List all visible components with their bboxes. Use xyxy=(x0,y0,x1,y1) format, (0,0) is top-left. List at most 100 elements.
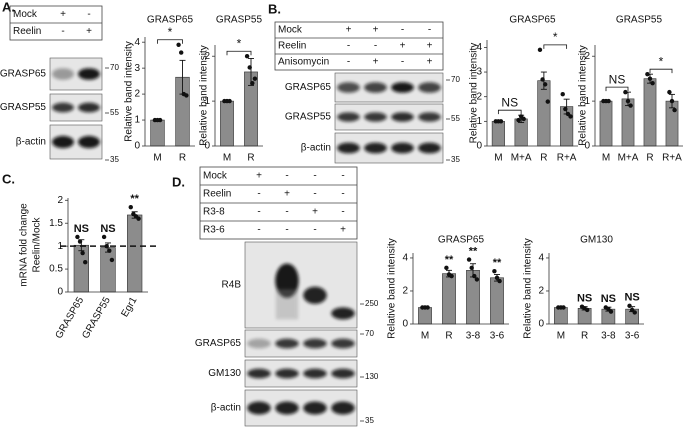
data-point xyxy=(250,80,255,86)
row-label: Mock xyxy=(203,171,228,182)
band xyxy=(337,82,360,93)
bracket-label: * xyxy=(237,36,242,50)
significance-label: NS xyxy=(100,223,115,235)
row-label: R3-6 xyxy=(203,225,225,236)
data-point xyxy=(80,250,85,256)
table-cell: - xyxy=(257,189,260,200)
band xyxy=(364,82,387,93)
blot-label: GRASP65 xyxy=(285,82,332,93)
panel-label: B. xyxy=(268,1,281,16)
data-point xyxy=(497,278,502,284)
data-point xyxy=(227,98,232,104)
data-point xyxy=(444,265,449,271)
row-label: Reelin xyxy=(278,41,306,52)
y-axis-label: Relative band intensity xyxy=(124,41,135,142)
data-point xyxy=(545,99,550,104)
row-label: Mock xyxy=(13,9,38,20)
significance-label: ** xyxy=(469,246,478,258)
y-axis-label: Relative band intensity xyxy=(387,238,398,339)
data-point xyxy=(628,103,633,108)
band xyxy=(364,112,387,122)
y-axis-label: Reelin/Mock xyxy=(32,216,43,272)
band xyxy=(418,142,441,154)
band xyxy=(331,401,355,415)
y-axis-label: Relative band intensity xyxy=(578,45,589,146)
band xyxy=(391,112,414,122)
y-tick-label: 0 xyxy=(204,141,210,152)
y-axis-label: Relative band intensity xyxy=(469,43,480,144)
bar xyxy=(599,100,613,147)
band xyxy=(275,338,299,349)
panel-label: C. xyxy=(2,171,15,186)
bracket xyxy=(649,68,673,74)
table-cell: + xyxy=(312,207,318,218)
marker-label: 55 xyxy=(451,114,460,123)
data-point xyxy=(104,243,109,249)
table-cell: + xyxy=(427,57,433,68)
data-point xyxy=(627,303,632,309)
band xyxy=(78,135,100,149)
y-axis-label: Relative band intensity xyxy=(523,238,534,339)
band xyxy=(337,112,360,122)
data-point xyxy=(647,76,653,81)
bracket xyxy=(157,39,183,44)
table-cell: - xyxy=(341,189,344,200)
x-tick-label: 3-8 xyxy=(466,331,481,342)
table-cell: - xyxy=(87,9,90,20)
table-cell: - xyxy=(285,207,288,218)
data-point xyxy=(109,257,115,263)
bracket xyxy=(605,86,629,92)
x-tick-label: 3-6 xyxy=(490,331,505,342)
band xyxy=(52,68,74,80)
chart-title: GRASP65 xyxy=(509,15,556,26)
y-tick-label: 1 xyxy=(134,115,140,126)
data-point xyxy=(101,234,107,240)
x-tick-label: R xyxy=(247,153,254,164)
bar xyxy=(490,277,504,325)
x-tick-label: M xyxy=(153,153,161,164)
table-cell: + xyxy=(427,41,433,52)
blot-label: R4B xyxy=(222,280,242,291)
data-point xyxy=(247,65,252,70)
blot-label: GRASP65 xyxy=(0,69,46,80)
data-point xyxy=(128,204,133,210)
chart-title: GRASP65 xyxy=(438,235,485,246)
data-point xyxy=(542,82,548,87)
bracket-label: * xyxy=(659,54,664,68)
bar xyxy=(220,100,234,147)
bar xyxy=(537,80,551,147)
data-point xyxy=(136,216,141,221)
y-tick-label: 2 xyxy=(402,286,408,297)
band xyxy=(418,112,441,122)
bracket xyxy=(543,44,568,49)
data-point xyxy=(623,89,628,95)
x-tick-label: M xyxy=(494,153,502,164)
band xyxy=(78,102,100,113)
y-tick-label: 4 xyxy=(402,253,408,264)
bracket xyxy=(497,109,522,115)
bar xyxy=(643,78,657,147)
bar xyxy=(150,119,165,147)
band xyxy=(275,368,299,379)
data-point xyxy=(672,107,677,113)
marker-label: 130 xyxy=(365,372,379,381)
band xyxy=(303,286,327,304)
data-point xyxy=(568,114,573,119)
y-axis-label: mRNA fold change xyxy=(19,203,30,287)
data-point xyxy=(606,98,611,104)
chart-title: GRASP55 xyxy=(616,15,663,26)
data-point xyxy=(494,275,500,280)
y-tick-label: 1 xyxy=(204,96,210,107)
y-tick-label: 4 xyxy=(538,253,544,264)
data-point xyxy=(498,119,504,124)
table-cell: + xyxy=(373,57,379,68)
band xyxy=(331,368,355,379)
marker-label: 70 xyxy=(365,329,374,338)
data-point xyxy=(650,80,655,86)
marker-label: 55 xyxy=(110,108,119,117)
data-point xyxy=(521,116,526,122)
table-cell: - xyxy=(374,41,377,52)
band xyxy=(303,338,327,349)
x-tick-label: R+A xyxy=(662,153,682,164)
y-tick-label: 0 xyxy=(402,319,408,330)
